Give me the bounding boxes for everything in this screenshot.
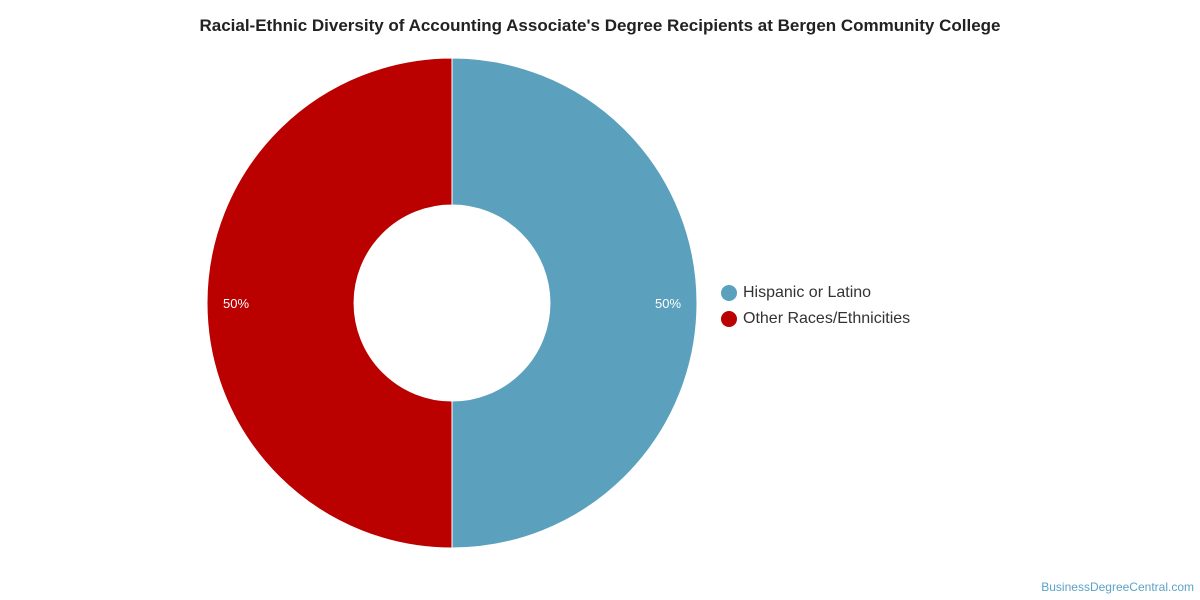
source-watermark[interactable]: BusinessDegreeCentral.com <box>1041 580 1194 594</box>
chart-legend: Hispanic or Latino Other Races/Ethniciti… <box>721 280 910 332</box>
legend-label: Hispanic or Latino <box>743 284 872 301</box>
slice-hispanic-or-latino[interactable] <box>451 57 698 549</box>
chart-title: Racial-Ethnic Diversity of Accounting As… <box>199 16 1001 35</box>
legend-swatch-icon <box>721 311 737 327</box>
legend-label: Other Races/Ethnicities <box>743 310 911 327</box>
slice-data-label: 50% <box>223 296 249 311</box>
legend-item-hispanic-or-latino[interactable]: Hispanic or Latino <box>721 280 910 306</box>
legend-swatch-icon <box>721 285 737 301</box>
slice-data-label: 50% <box>655 296 681 311</box>
legend-item-other-races-ethnicities[interactable]: Other Races/Ethnicities <box>721 306 910 332</box>
slice-other-races-ethnicities[interactable] <box>206 57 453 549</box>
